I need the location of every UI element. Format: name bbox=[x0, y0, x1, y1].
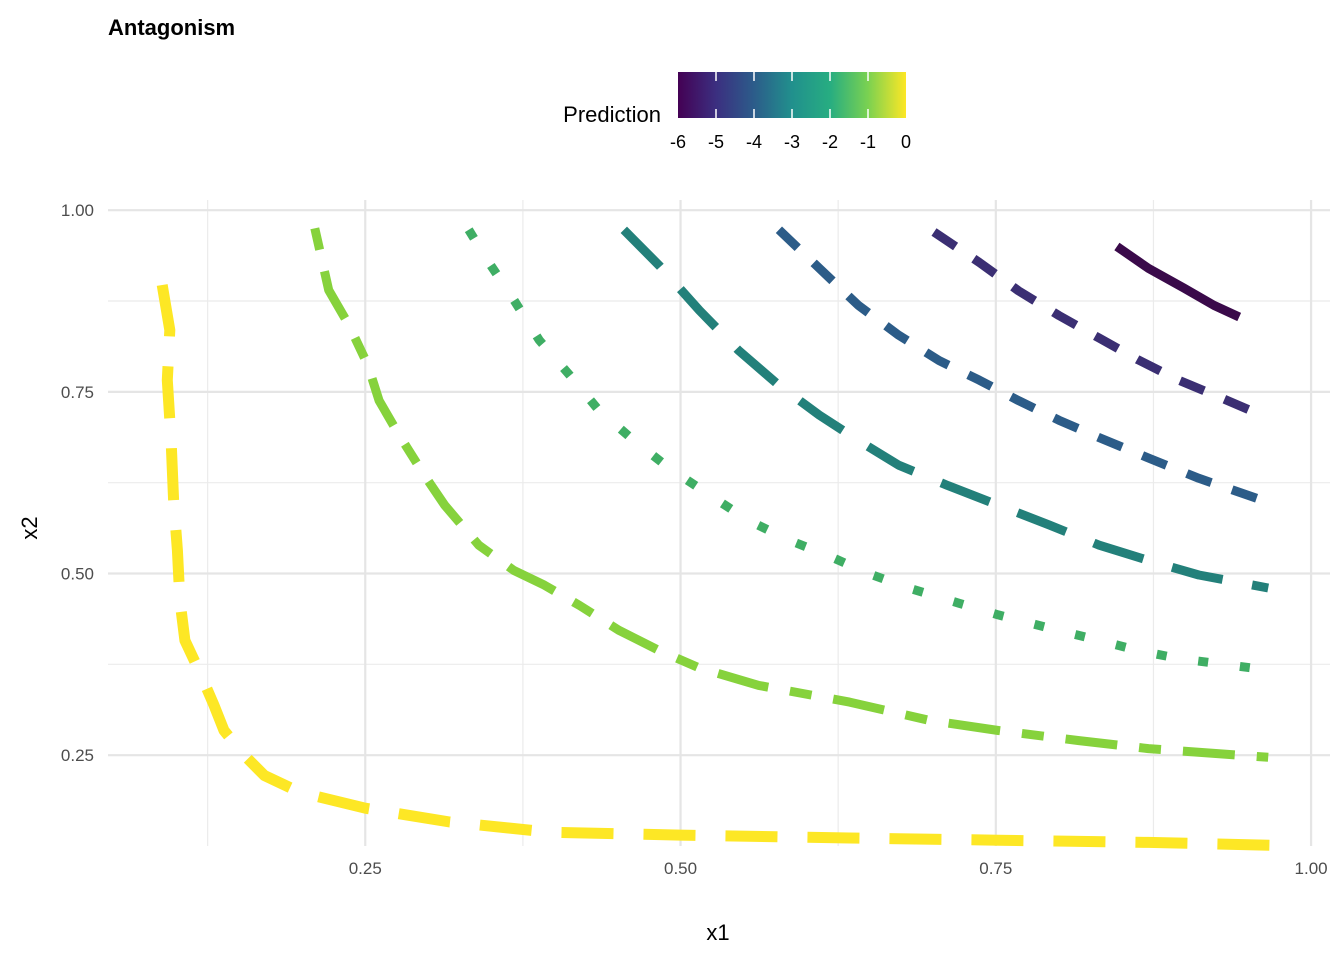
x-tick-label: 1.00 bbox=[1295, 859, 1328, 878]
contour-line-level--1 bbox=[310, 227, 1269, 762]
x-tick-label: 0.75 bbox=[979, 859, 1012, 878]
legend-title: Prediction bbox=[563, 102, 661, 127]
y-tick-label: 0.75 bbox=[61, 383, 94, 402]
contour-line-level--5 bbox=[931, 228, 1270, 423]
legend: Prediction -6 -5 -4 -3 -2 -1 0 bbox=[563, 72, 911, 152]
contour-line-level-0 bbox=[156, 284, 1274, 851]
contour-line-level--3 bbox=[620, 226, 1270, 593]
legend-tick-label: -2 bbox=[822, 132, 838, 152]
legend-tick-label: -1 bbox=[860, 132, 876, 152]
y-tick-label: 1.00 bbox=[61, 201, 94, 220]
y-tick-label: 0.50 bbox=[61, 565, 94, 584]
contour-line-level--2 bbox=[464, 227, 1269, 675]
legend-tick-label: -4 bbox=[746, 132, 762, 152]
x-tick-label: 0.50 bbox=[664, 859, 697, 878]
legend-tick-label: -6 bbox=[670, 132, 686, 152]
contour-line-level--6 bbox=[1114, 242, 1242, 322]
legend-tick-label: -5 bbox=[708, 132, 724, 152]
y-axis-label: x2 bbox=[17, 516, 42, 539]
contour-line-level--4 bbox=[775, 226, 1270, 507]
x-axis-label: x1 bbox=[706, 920, 729, 945]
chart-title: Antagonism bbox=[108, 15, 235, 40]
y-tick-label: 0.25 bbox=[61, 746, 94, 765]
legend-tick-label: 0 bbox=[901, 132, 911, 152]
legend-tick-label: -3 bbox=[784, 132, 800, 152]
x-tick-label: 0.25 bbox=[349, 859, 382, 878]
